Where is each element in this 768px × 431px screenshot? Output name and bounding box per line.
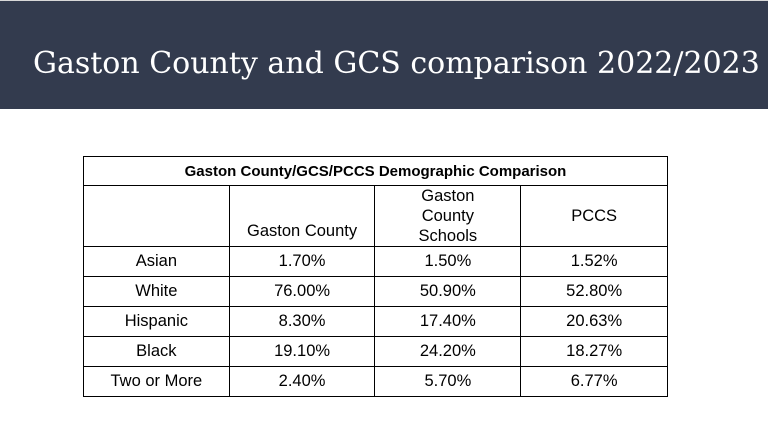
header-gaston-county-schools: Gaston County Schools xyxy=(374,185,522,247)
table-header-row: Gaston County Gaston County Schools PCCS xyxy=(83,185,668,247)
table-caption: Gaston County/GCS/PCCS Demographic Compa… xyxy=(83,156,668,186)
row-label: Black xyxy=(83,336,230,367)
row-label: Hispanic xyxy=(83,306,230,337)
cell-gaston-county: 2.40% xyxy=(228,366,376,397)
cell-gcs: 17.40% xyxy=(374,306,522,337)
cell-pccs: 18.27% xyxy=(520,336,668,367)
table-row: Asian 1.70% 1.50% 1.52% xyxy=(83,246,668,277)
table-row: Black 19.10% 24.20% 18.27% xyxy=(83,336,668,367)
cell-gaston-county: 76.00% xyxy=(228,276,376,307)
header-blank-cell xyxy=(83,185,230,247)
cell-gaston-county: 1.70% xyxy=(228,246,376,277)
table-row: Hispanic 8.30% 17.40% 20.63% xyxy=(83,306,668,337)
cell-gcs: 1.50% xyxy=(374,246,522,277)
table-caption-row: Gaston County/GCS/PCCS Demographic Compa… xyxy=(83,156,668,186)
row-label: White xyxy=(83,276,230,307)
slide-title: Gaston County and GCS comparison 2022/20… xyxy=(33,46,760,81)
row-label: Asian xyxy=(83,246,230,277)
cell-pccs: 6.77% xyxy=(520,366,668,397)
row-label: Two or More xyxy=(83,366,230,397)
header-gaston-county: Gaston County xyxy=(228,185,376,247)
cell-gaston-county: 8.30% xyxy=(228,306,376,337)
cell-gaston-county: 19.10% xyxy=(228,336,376,367)
demographic-comparison-table: Gaston County/GCS/PCCS Demographic Compa… xyxy=(83,156,668,397)
cell-pccs: 52.80% xyxy=(520,276,668,307)
cell-pccs: 1.52% xyxy=(520,246,668,277)
table-row: Two or More 2.40% 5.70% 6.77% xyxy=(83,366,668,397)
header-gaston-county-schools-label: Gaston County Schools xyxy=(418,187,478,245)
header-pccs: PCCS xyxy=(520,185,668,247)
table-row: White 76.00% 50.90% 52.80% xyxy=(83,276,668,307)
cell-gcs: 50.90% xyxy=(374,276,522,307)
cell-gcs: 24.20% xyxy=(374,336,522,367)
cell-pccs: 20.63% xyxy=(520,306,668,337)
cell-gcs: 5.70% xyxy=(374,366,522,397)
title-bar: Gaston County and GCS comparison 2022/20… xyxy=(0,1,768,109)
